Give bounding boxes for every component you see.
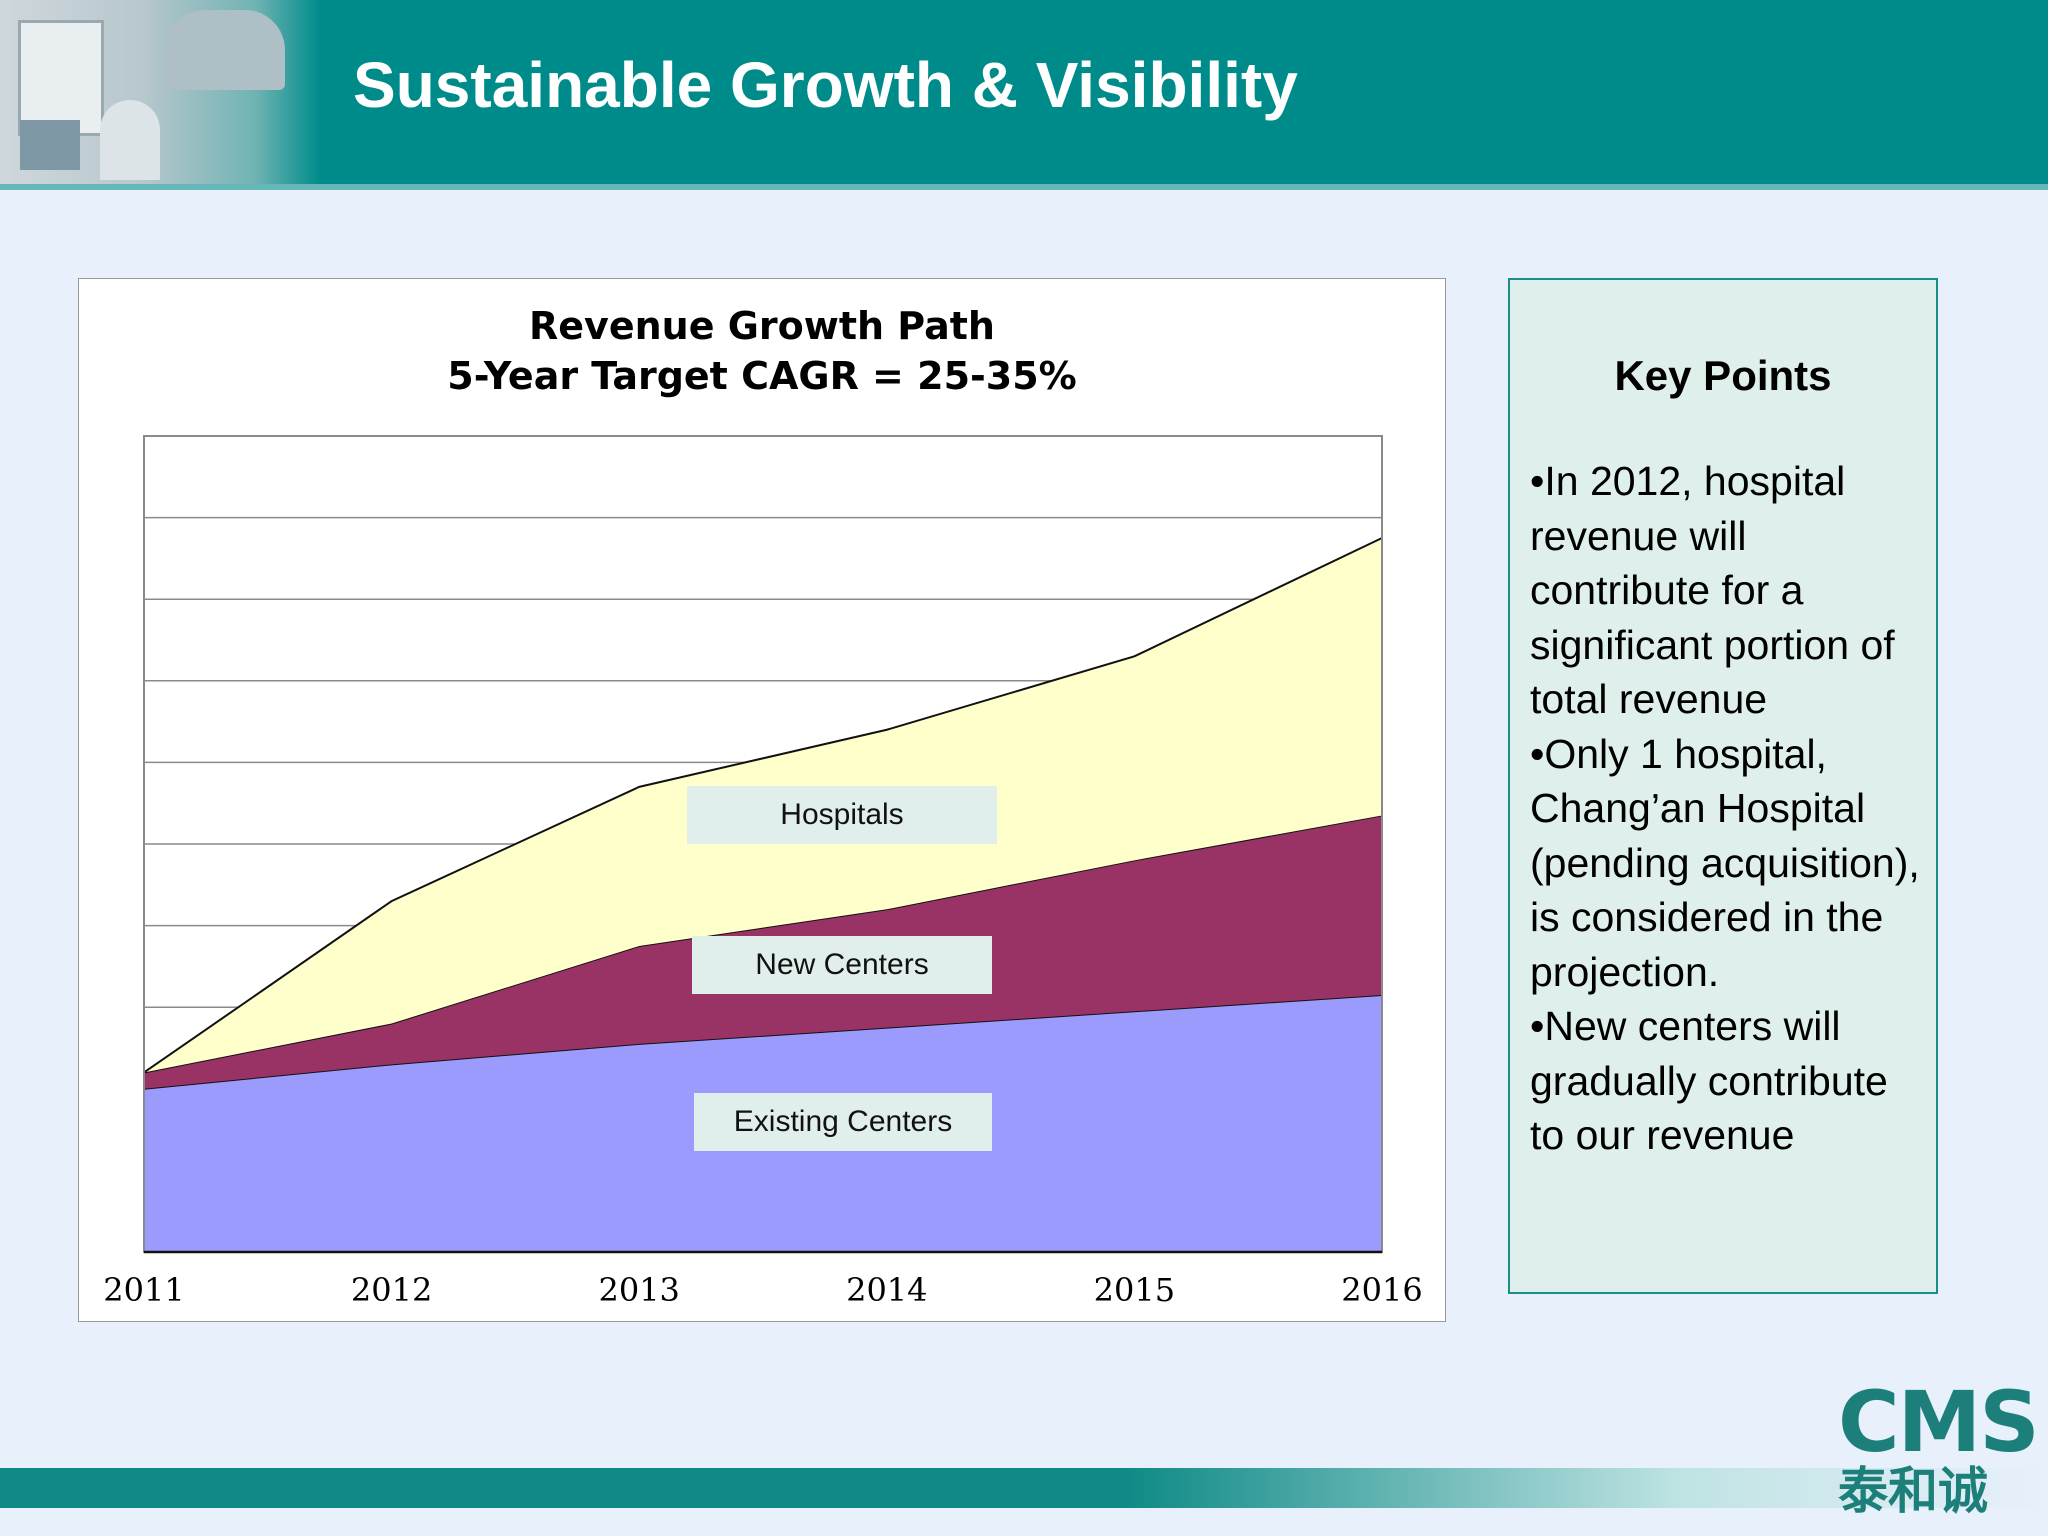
photo-person xyxy=(165,10,285,90)
series-label-existing-centers: Existing Centers xyxy=(694,1093,992,1151)
footer-bar xyxy=(0,1468,2048,1508)
x-tick-label: 2014 xyxy=(846,1271,927,1309)
series-label-new-centers: New Centers xyxy=(692,936,992,994)
series-label-hospitals: Hospitals xyxy=(687,786,997,844)
x-tick-label: 2015 xyxy=(1094,1271,1175,1309)
photo-doctor xyxy=(100,100,160,180)
key-points-list: •In 2012, hospital revenue will contribu… xyxy=(1530,454,1925,1163)
logo-subtext: 泰和诚 xyxy=(1838,1462,1988,1520)
key-point-2: •Only 1 hospital, Chang’an Hospital (pen… xyxy=(1530,730,1920,995)
x-tick-label: 2011 xyxy=(103,1271,184,1309)
key-points-title: Key Points xyxy=(1614,352,1832,399)
photo-monitor xyxy=(20,120,80,170)
chart-subtitle: 5-Year Target CAGR = 25-35% xyxy=(447,354,1077,398)
header-banner: Sustainable Growth & Visibility xyxy=(0,0,2048,190)
key-points-panel: Key Points •In 2012, hospital revenue wi… xyxy=(1508,278,1938,1294)
x-tick-label: 2012 xyxy=(351,1271,432,1309)
header-divider xyxy=(0,184,2048,190)
key-point-1: •In 2012, hospital revenue will contribu… xyxy=(1530,458,1895,722)
page-title: Sustainable Growth & Visibility xyxy=(353,49,1298,121)
area-outline-hospitals xyxy=(143,537,1383,1074)
header-photo xyxy=(0,0,320,188)
photo-equipment xyxy=(18,20,104,136)
x-tick-label: 2016 xyxy=(1341,1271,1422,1309)
company-logo: CMS 泰和诚 xyxy=(1838,1373,2040,1520)
x-tick-label: 2013 xyxy=(598,1271,679,1309)
chart-panel: Revenue Growth Path 5-Year Target CAGR =… xyxy=(78,278,1446,1322)
logo-text: CMS xyxy=(1838,1373,2040,1471)
key-point-3: •New centers will gradually contribute t… xyxy=(1530,1003,1888,1158)
chart-title: Revenue Growth Path xyxy=(529,304,995,348)
